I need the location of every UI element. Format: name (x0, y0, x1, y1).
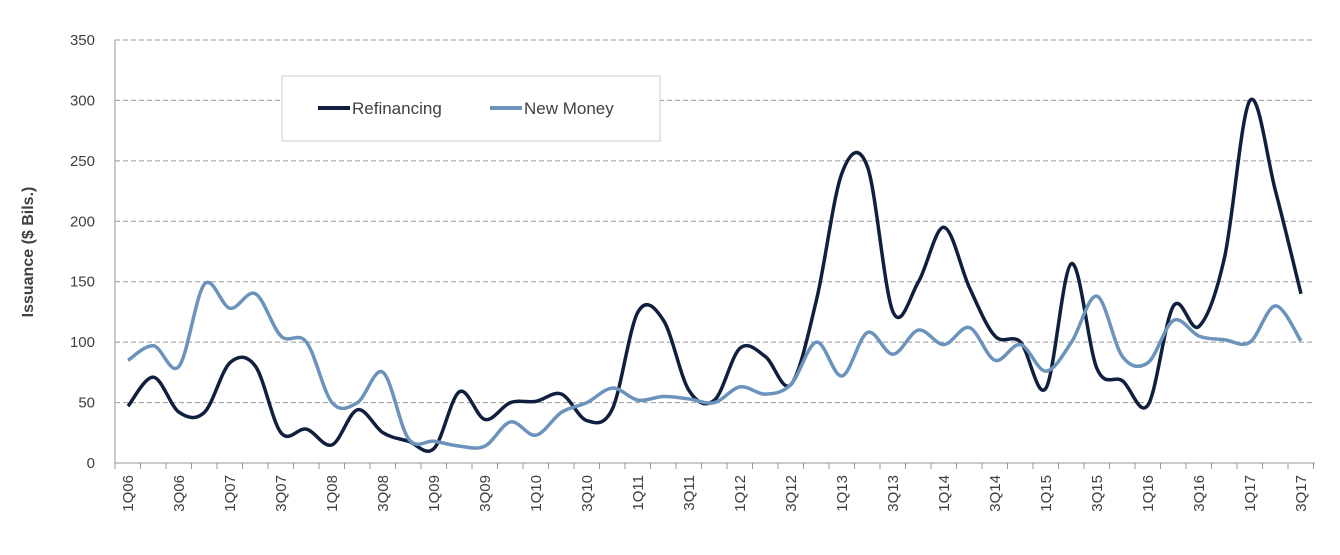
legend: Refinancing New Money (282, 76, 660, 141)
series-line-refinancing (128, 99, 1301, 451)
series-lines (128, 99, 1301, 451)
x-tick-label: 3Q15 (1089, 475, 1106, 512)
x-tick-label: 3Q08 (375, 475, 392, 512)
x-tick-label: 3Q16 (1191, 475, 1208, 512)
x-tick-label: 1Q10 (528, 475, 545, 512)
x-tick-label: 3Q12 (783, 475, 800, 512)
y-tick-label: 0 (87, 455, 95, 472)
x-axis-ticks: 1Q06 3Q06 1Q07 3Q07 1Q08 3Q08 1Q09 3Q09 1Q10 3Q10… (115, 463, 1314, 512)
y-tick-label: 300 (70, 92, 95, 109)
y-axis-label: Issuance ($ Bils.) (20, 187, 37, 318)
x-tick-label: 1Q06 (120, 475, 137, 512)
y-tick-label: 350 (70, 32, 95, 49)
x-tick-label: 1Q15 (1038, 475, 1055, 512)
x-tick-label: 1Q09 (426, 475, 443, 512)
x-tick-label: 3Q07 (273, 475, 290, 512)
x-tick-label: 1Q08 (324, 475, 341, 512)
x-tick-label: 3Q13 (885, 475, 902, 512)
x-tick-label: 1Q13 (834, 475, 851, 512)
x-tick-label: 3Q17 (1293, 475, 1310, 512)
x-tick-label: 3Q10 (579, 475, 596, 512)
y-tick-label: 50 (78, 395, 95, 412)
y-tick-label: 250 (70, 153, 95, 170)
y-tick-label: 200 (70, 213, 95, 230)
y-axis-ticks: 0 50 100 150 200 250 300 350 (70, 32, 95, 472)
x-tick-label: 3Q09 (477, 475, 494, 512)
legend-label-new-money: New Money (524, 99, 614, 118)
y-tick-label: 150 (70, 274, 95, 291)
legend-label-refinancing: Refinancing (352, 99, 442, 118)
x-tick-label: 3Q11 (681, 475, 698, 511)
x-tick-label: 1Q07 (222, 475, 239, 512)
series-line-new-money (128, 282, 1301, 448)
x-tick-label: 1Q16 (1140, 475, 1157, 512)
y-tick-label: 100 (70, 334, 95, 351)
x-tick-label: 3Q06 (171, 475, 188, 512)
x-tick-label: 1Q11 (630, 475, 647, 511)
x-tick-label: 1Q14 (936, 475, 953, 512)
x-tick-label: 1Q12 (732, 475, 749, 512)
x-tick-label: 3Q14 (987, 475, 1004, 512)
x-tick-label: 1Q17 (1242, 475, 1259, 512)
